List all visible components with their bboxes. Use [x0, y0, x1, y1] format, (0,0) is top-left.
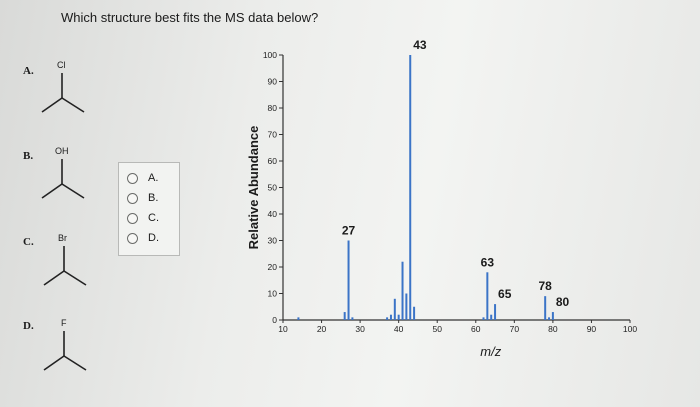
y-tick-label: 50: [268, 183, 278, 193]
x-tick-label: 80: [548, 324, 558, 334]
y-tick-label: 20: [268, 262, 278, 272]
choice-c-label: C.: [148, 212, 159, 224]
y-tick-label: 70: [268, 130, 278, 140]
y-tick-label: 10: [268, 289, 278, 299]
choice-a-label: A.: [148, 172, 159, 184]
structure-b-label: B.: [23, 150, 34, 162]
y-tick-label: 100: [263, 50, 277, 60]
choice-d-radio[interactable]: [127, 232, 138, 244]
y-tick-label: 60: [268, 156, 278, 166]
y-tick-label: 0: [272, 315, 277, 325]
question-text: Which structure best fits the MS data be…: [61, 10, 319, 25]
structure-a-label: A.: [23, 65, 34, 77]
structure-d-substituent: F: [61, 318, 67, 328]
structure-c-label: C.: [23, 236, 34, 248]
x-tick-label: 40: [394, 324, 404, 334]
x-tick-label: 100: [623, 324, 637, 334]
structure-c-substituent: Br: [58, 233, 67, 243]
y-tick-label: 30: [268, 236, 278, 246]
peak-label: 43: [413, 38, 427, 52]
structure-c-bonds: [43, 246, 87, 286]
y-tick-label: 40: [268, 209, 278, 219]
x-tick-label: 50: [432, 324, 442, 334]
structure-a-substituent: Cl: [57, 60, 66, 70]
x-axis-label: m/z: [480, 344, 501, 359]
choice-d-label: D.: [148, 232, 159, 244]
structure-b-drawing: OH: [38, 146, 98, 211]
structure-d-label: D.: [23, 320, 34, 332]
peak-label: 65: [498, 287, 512, 301]
peak-label: 78: [538, 279, 552, 293]
choice-b[interactable]: B.: [127, 190, 158, 206]
choice-d[interactable]: D.: [127, 230, 159, 246]
choice-c-radio[interactable]: [127, 212, 138, 224]
x-tick-label: 90: [587, 324, 597, 334]
x-tick-label: 30: [355, 324, 365, 334]
peak-label: 80: [556, 295, 570, 309]
y-axis-label: Relative Abundance: [246, 126, 261, 250]
choice-c[interactable]: C.: [127, 210, 159, 226]
x-tick-label: 60: [471, 324, 481, 334]
structure-a-bonds: [41, 73, 85, 113]
structure-d-drawing: F: [40, 318, 100, 383]
structure-d-bonds: [43, 331, 87, 371]
answer-choice-group: A. B. C. D.: [118, 162, 180, 256]
choice-a-radio[interactable]: [127, 172, 138, 184]
choice-a[interactable]: A.: [127, 170, 158, 186]
peak-label: 27: [342, 224, 356, 238]
structure-b-substituent: OH: [55, 146, 69, 156]
peak-label: 63: [481, 255, 495, 269]
choice-b-label: B.: [148, 192, 159, 204]
structure-a-drawing: Cl: [38, 60, 98, 125]
x-tick-label: 10: [278, 324, 288, 334]
x-tick-label: 20: [317, 324, 327, 334]
y-tick-label: 90: [268, 77, 278, 87]
structure-c-drawing: Br: [40, 233, 100, 298]
choice-b-radio[interactable]: [127, 192, 138, 204]
structure-b-bonds: [41, 159, 85, 199]
y-tick-label: 80: [268, 103, 278, 113]
x-tick-label: 70: [510, 324, 520, 334]
